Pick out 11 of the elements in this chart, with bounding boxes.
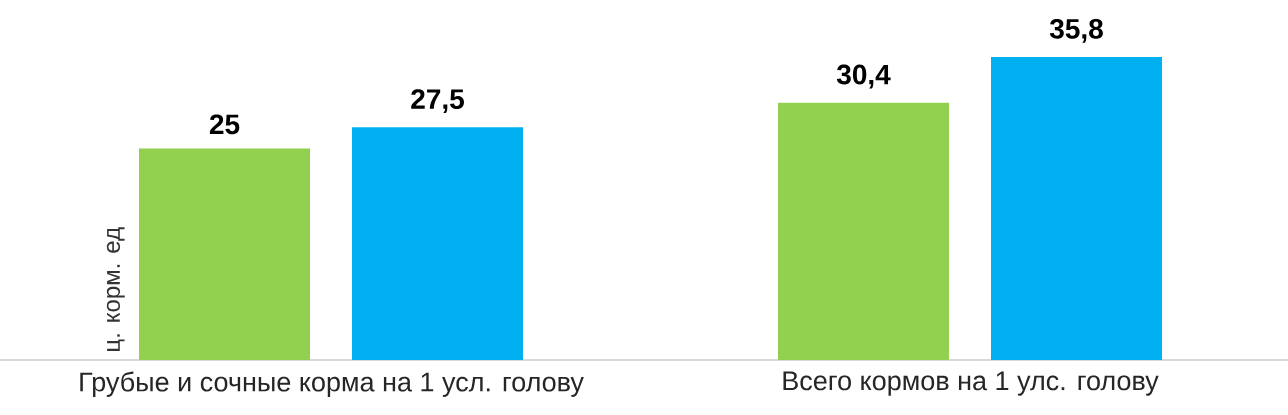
bar bbox=[778, 102, 950, 360]
data-label: 27,5 bbox=[411, 89, 464, 114]
data-label: 25 bbox=[209, 114, 240, 135]
bar bbox=[139, 148, 311, 360]
bar bbox=[991, 56, 1163, 360]
bar bbox=[352, 127, 524, 360]
data-label: 30,4 bbox=[836, 64, 891, 89]
data-label: 35,8 bbox=[1049, 18, 1103, 43]
y-axis-title: ц. корм. ед bbox=[106, 227, 125, 351]
x-tick-label: Всего кормов на 1 улс. голову bbox=[783, 371, 1159, 396]
x-tick-label: Грубые и сочные корма на 1 усл. голову bbox=[80, 371, 584, 397]
